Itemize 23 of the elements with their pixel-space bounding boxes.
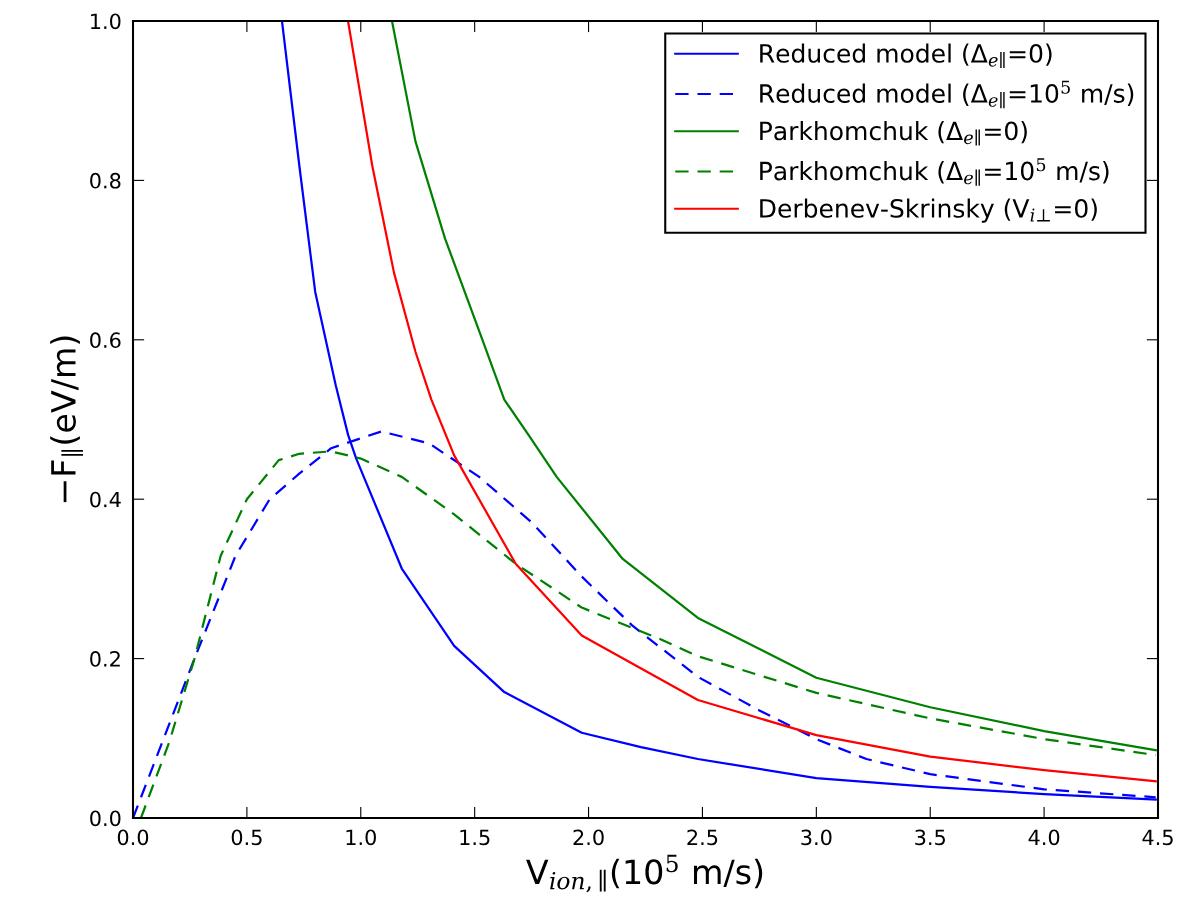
x-tick-label: 4.5 <box>1142 829 1173 846</box>
legend-label: Reduced model (Δ$_{e∥}$=0) <box>760 43 1052 69</box>
legend-label: Reduced model (Δ$_{e∥}$=10$^{5}$ m/s) <box>760 80 1134 109</box>
x-tick-label: 1.0 <box>346 829 376 846</box>
y-tick-label: 0.6 <box>90 332 121 349</box>
x-tick-label: 0.0 <box>117 829 149 846</box>
y-axis-title: −F$_{∥}$(eV/m) <box>50 336 83 503</box>
y-tick-label: 0.2 <box>90 651 120 667</box>
x-tick-label: 3.5 <box>915 829 945 846</box>
y-tick-label: 0.4 <box>90 491 121 508</box>
x-tick-label: 4.0 <box>1028 829 1060 846</box>
x-tick-label: 2.0 <box>573 829 604 846</box>
y-tick-label: 1.0 <box>91 13 121 30</box>
x-tick-label: 0.5 <box>231 829 262 846</box>
legend-label: Parkhomchuk (Δ$_{e∥}$=10$^{5}$ m/s) <box>760 158 1109 186</box>
y-tick-label: 0.8 <box>90 172 121 189</box>
legend-label: Derbenev-Skrinsky (V$_{i⊥}$=0) <box>760 198 1097 223</box>
x-tick-label: 1.5 <box>460 829 490 846</box>
legend-label: Parkhomchuk (Δ$_{e∥}$=0) <box>760 121 1027 146</box>
x-tick-label: 3.0 <box>801 829 832 846</box>
x-tick-label: 2.5 <box>687 829 718 846</box>
y-tick-label: 0.0 <box>90 810 121 827</box>
x-axis-title: V$_{ion,∥}$(10$^{5}$ m/s) <box>526 854 763 893</box>
